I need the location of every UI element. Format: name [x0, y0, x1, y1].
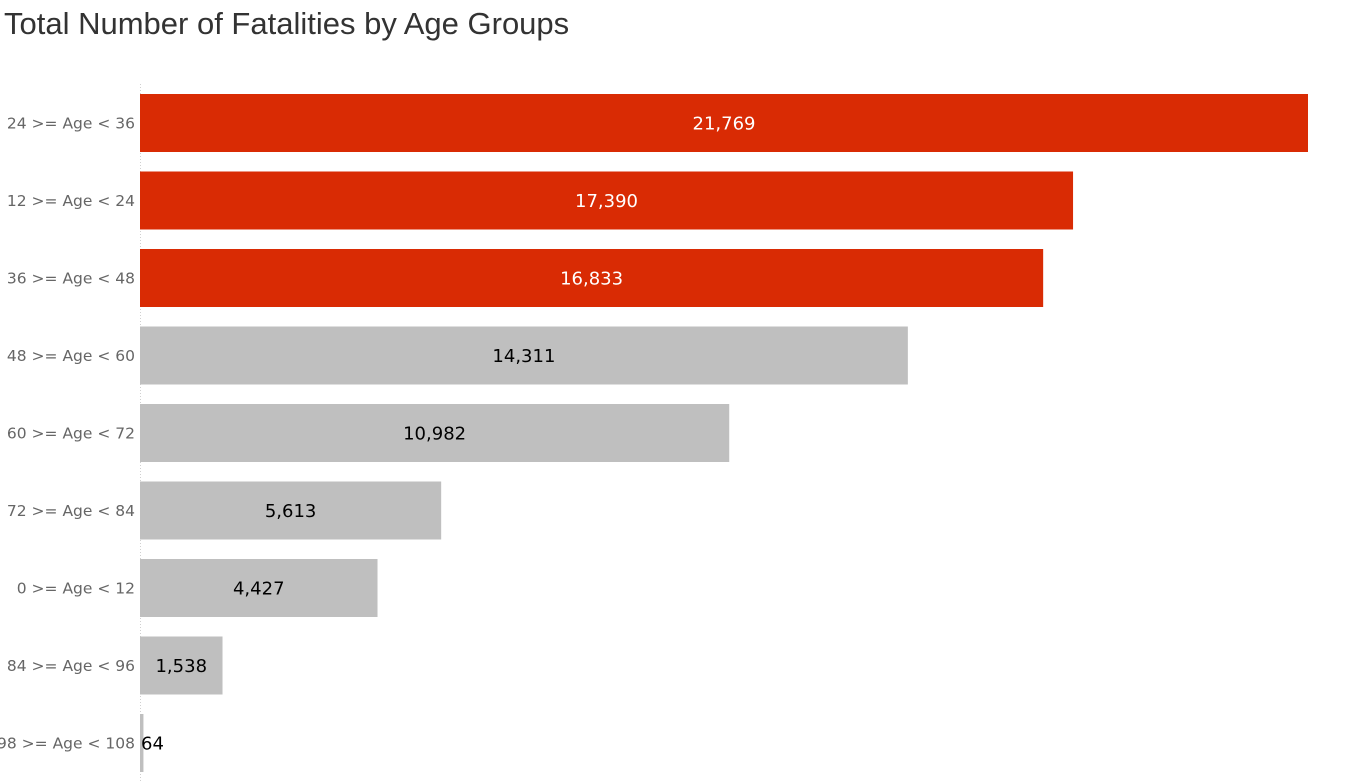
bar	[140, 171, 1074, 230]
value-label: 21,769	[693, 114, 756, 135]
value-label: 16,833	[560, 269, 623, 290]
category-label: 84 >= Age < 96	[7, 657, 135, 675]
bar	[140, 326, 908, 385]
value-label: 14,311	[492, 346, 555, 367]
value-label: 4,427	[233, 579, 285, 600]
value-label: 64	[141, 734, 164, 755]
category-label: 0 >= Age < 12	[17, 580, 135, 598]
bar	[140, 636, 223, 695]
bar	[140, 559, 378, 617]
chart-title: Total Number of Fatalities by Age Groups	[4, 6, 570, 41]
category-label: 98 >= Age < 108	[0, 735, 135, 753]
category-label: 36 >= Age < 48	[7, 270, 135, 288]
category-label: 24 >= Age < 36	[7, 115, 135, 133]
category-label: 12 >= Age < 24	[7, 192, 135, 210]
bars-group	[140, 94, 1308, 772]
value-label: 1,538	[155, 656, 207, 677]
bar	[140, 481, 442, 540]
value-label: 10,982	[403, 424, 466, 445]
category-label: 48 >= Age < 60	[7, 347, 135, 365]
category-labels-group: 24 >= Age < 36 12 >= Age < 24 36 >= Age < …	[0, 115, 135, 753]
bar	[140, 714, 144, 772]
value-label: 17,390	[575, 191, 638, 212]
bar	[140, 249, 1044, 307]
bar	[140, 94, 1308, 152]
value-label: 5,613	[265, 501, 317, 522]
value-labels-group: 21,769 17,390 16,833 14,311 10,982 5,613 4,427…	[141, 114, 755, 755]
category-label: 72 >= Age < 84	[7, 502, 135, 520]
bar	[140, 404, 730, 462]
category-label: 60 >= Age < 72	[7, 425, 135, 443]
